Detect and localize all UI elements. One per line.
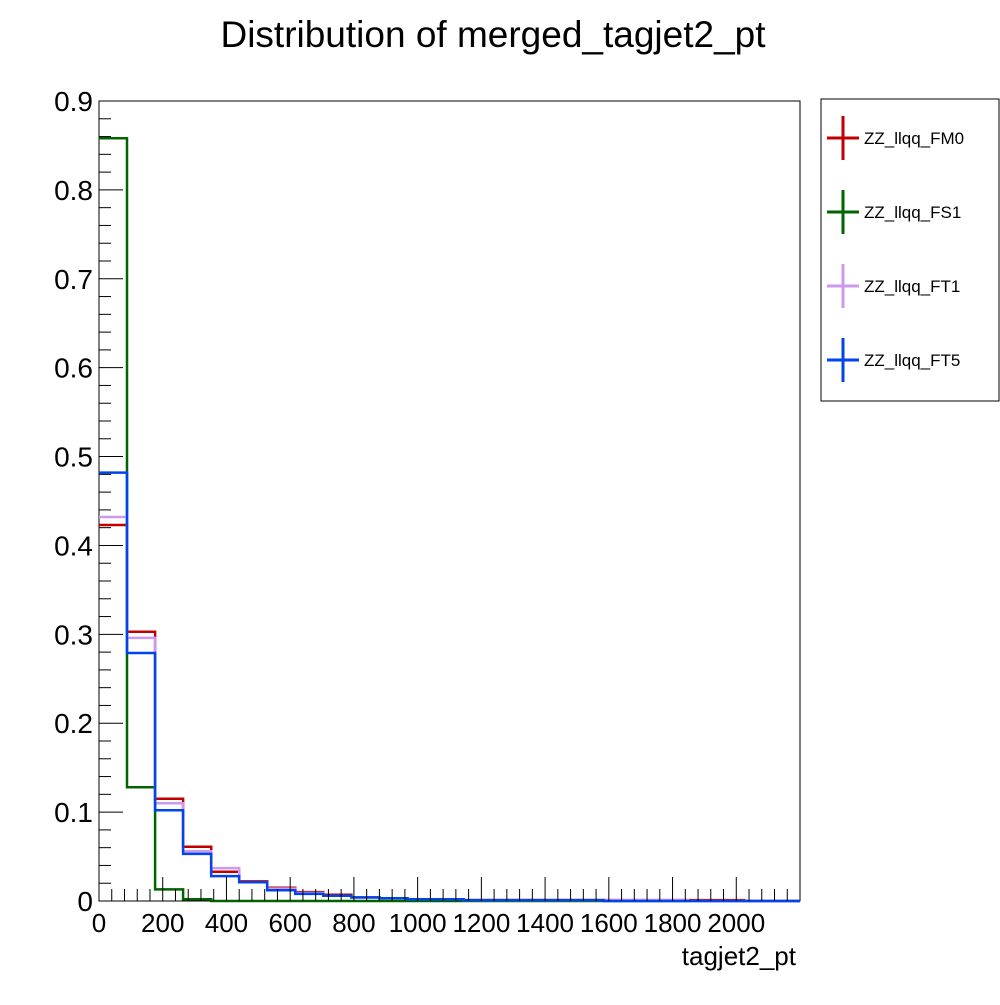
x-tick-label: 2000 — [707, 908, 765, 938]
y-tick-label: 0.8 — [54, 175, 93, 206]
plot-frame — [98, 100, 801, 902]
x-tick-label: 1600 — [580, 908, 638, 938]
y-tick-label: 0.2 — [54, 708, 93, 739]
y-tick-label: 0 — [77, 886, 93, 917]
legend: ZZ_llqq_FM0 ZZ_llqq_FS1 ZZ_llqq_FT1 ZZ_llqq… — [820, 98, 1000, 402]
x-tick-label: 1800 — [644, 908, 702, 938]
y-tick-label: 0.3 — [54, 619, 93, 650]
x-tick-label: 0 — [92, 908, 106, 938]
x-tick-label: 1000 — [389, 908, 447, 938]
legend-label: ZZ_llqq_FT5 — [864, 351, 960, 370]
y-tick-label: 0.6 — [54, 353, 93, 384]
legend-label: ZZ_llqq_FT1 — [864, 277, 960, 296]
series-line-zz-llqq-ft5 — [99, 471, 800, 903]
legend-label: ZZ_llqq_FS1 — [864, 203, 961, 222]
x-tick-label: 200 — [141, 908, 184, 938]
x-tick-label: 400 — [205, 908, 248, 938]
legend-box — [820, 98, 1000, 402]
y-tick-label: 0.1 — [54, 797, 93, 828]
series-line-zz-llqq-fs1 — [99, 137, 800, 903]
x-tick-label: 1400 — [516, 908, 574, 938]
x-axis-label: tagjet2_pt — [682, 941, 797, 971]
x-tick-label: 1200 — [452, 908, 510, 938]
legend-label: ZZ_llqq_FM0 — [864, 129, 964, 148]
x-tick-label: 800 — [332, 908, 375, 938]
x-tick-label: 600 — [268, 908, 311, 938]
y-tick-label: 0.9 — [54, 86, 93, 117]
y-tick-label: 0.7 — [54, 264, 93, 295]
series-line-zz-llqq-fm0 — [99, 523, 800, 903]
y-tick-label: 0.5 — [54, 442, 93, 473]
series-line-zz-llqq-ft1 — [99, 515, 800, 903]
chart-title: Distribution of merged_tagjet2_pt — [220, 14, 766, 55]
y-tick-label: 0.4 — [54, 530, 93, 561]
